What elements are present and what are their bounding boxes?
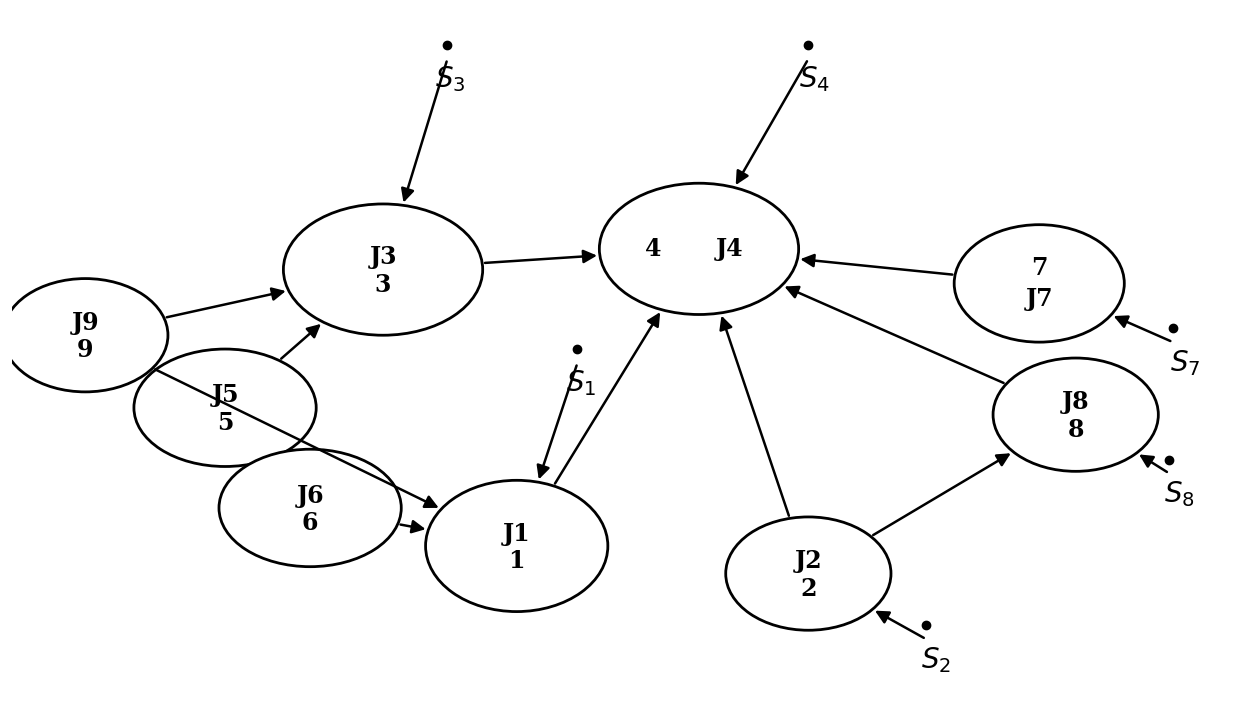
Ellipse shape [955,225,1125,342]
Text: J9: J9 [72,311,99,335]
Text: $\mathit{S}_{1}$: $\mathit{S}_{1}$ [565,369,596,398]
Ellipse shape [2,278,167,392]
Ellipse shape [219,449,402,567]
Text: J2: J2 [795,549,822,573]
Text: 2: 2 [800,577,817,601]
Text: 9: 9 [77,338,93,362]
Text: $\mathit{S}_{3}$: $\mathit{S}_{3}$ [435,65,465,94]
Text: J7: J7 [1025,287,1053,311]
Text: 7: 7 [1030,256,1048,280]
Text: 6: 6 [301,511,319,535]
Ellipse shape [134,349,316,467]
Text: J1: J1 [503,522,531,546]
Text: J6: J6 [296,484,324,508]
Text: 5: 5 [217,411,233,435]
Ellipse shape [425,480,608,611]
Text: 8: 8 [1068,418,1084,442]
Text: J8: J8 [1061,391,1090,415]
Text: $\mathit{S}_{7}$: $\mathit{S}_{7}$ [1169,348,1200,378]
Text: J5: J5 [211,384,239,407]
Text: 4: 4 [645,237,661,261]
Text: 1: 1 [508,549,525,573]
Text: J3: J3 [370,245,397,269]
Text: J4: J4 [715,237,743,261]
Ellipse shape [725,517,892,630]
Ellipse shape [599,183,799,314]
Ellipse shape [284,204,482,335]
Ellipse shape [993,358,1158,472]
Text: $\mathit{S}_{8}$: $\mathit{S}_{8}$ [1163,479,1194,509]
Text: $\mathit{S}_{4}$: $\mathit{S}_{4}$ [799,65,830,94]
Text: $\mathit{S}_{2}$: $\mathit{S}_{2}$ [921,645,951,675]
Text: 3: 3 [374,273,392,297]
